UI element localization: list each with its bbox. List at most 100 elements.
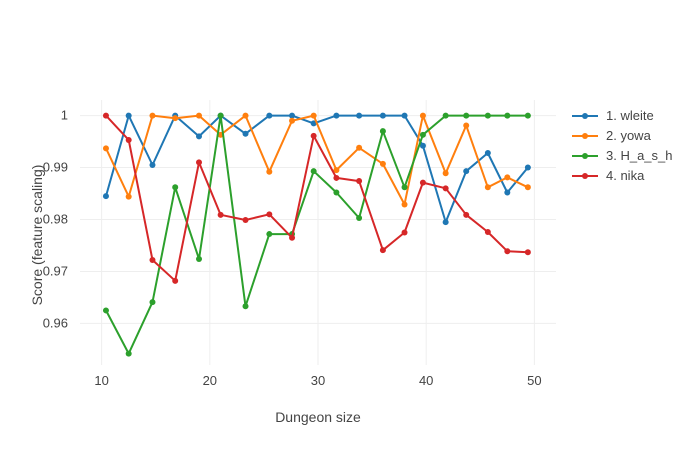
data-point — [463, 211, 470, 218]
series-layer — [102, 112, 531, 357]
data-point — [172, 115, 179, 122]
data-point — [102, 145, 109, 152]
y-tick-label: 0.97 — [43, 263, 68, 278]
data-point — [524, 249, 531, 256]
y-tick-label: 0.99 — [43, 160, 68, 175]
data-point — [379, 128, 386, 135]
data-point — [149, 257, 156, 264]
y-axis-title: Score (feature scaling) — [29, 165, 45, 306]
data-point — [266, 231, 273, 238]
data-point — [333, 174, 340, 181]
legend-label: 3. H_a_s_h — [606, 148, 673, 163]
data-point — [524, 164, 531, 171]
data-point — [149, 161, 156, 168]
data-point — [484, 228, 491, 235]
legend-label: 1. wleite — [606, 108, 654, 123]
data-point — [172, 184, 179, 191]
data-point — [310, 132, 317, 139]
data-point — [289, 112, 296, 119]
data-point — [401, 201, 408, 208]
legend[interactable]: 1. wleite 2. yowa 3. H_a_s_h 4. nika — [572, 108, 673, 183]
legend-swatch-marker — [582, 133, 588, 139]
series-4 — [102, 112, 531, 284]
data-point — [172, 277, 179, 284]
legend-item[interactable]: 3. H_a_s_h — [572, 148, 673, 163]
data-point — [463, 168, 470, 175]
legend-swatch-marker — [582, 173, 588, 179]
data-point — [289, 234, 296, 241]
data-point — [442, 219, 449, 226]
data-point — [242, 303, 249, 310]
legend-item[interactable]: 4. nika — [572, 168, 645, 183]
data-point — [442, 185, 449, 192]
data-point — [419, 131, 426, 138]
data-point — [504, 174, 511, 181]
data-point — [196, 112, 202, 119]
data-point — [196, 133, 202, 140]
series-line — [105, 114, 529, 206]
data-point — [504, 248, 511, 255]
data-point — [310, 112, 317, 119]
series-line — [105, 114, 529, 224]
data-point — [419, 179, 426, 186]
legend-label: 2. yowa — [606, 128, 652, 143]
x-tick-label: 40 — [419, 373, 433, 388]
y-tick-label: 1 — [61, 108, 68, 123]
data-point — [419, 142, 426, 149]
series-2 — [102, 112, 531, 208]
data-point — [125, 193, 132, 200]
legend-swatch-marker — [582, 113, 588, 119]
data-point — [356, 144, 363, 151]
x-axis-title: Dungeon size — [275, 409, 361, 425]
data-point — [125, 137, 132, 144]
data-point — [401, 112, 408, 119]
x-tick-labels: 10 20 30 40 50 — [94, 373, 541, 388]
data-point — [524, 112, 531, 119]
data-point — [242, 217, 249, 224]
data-point — [484, 184, 491, 191]
data-point — [379, 247, 386, 254]
series-1 — [102, 112, 531, 226]
data-point — [217, 112, 224, 119]
data-point — [125, 112, 132, 119]
data-point — [484, 150, 491, 156]
data-point — [484, 112, 491, 119]
data-point — [333, 189, 340, 196]
data-point — [149, 112, 156, 119]
data-point — [379, 112, 386, 119]
data-point — [102, 112, 109, 119]
y-tick-label: 0.96 — [43, 315, 68, 330]
data-point — [266, 168, 273, 175]
data-point — [242, 130, 249, 137]
legend-item[interactable]: 2. yowa — [572, 128, 652, 143]
data-point — [463, 112, 470, 119]
series-line — [105, 114, 528, 355]
data-point — [356, 214, 363, 221]
data-point — [333, 112, 340, 119]
data-point — [442, 112, 449, 119]
data-point — [196, 256, 202, 262]
data-point — [217, 211, 224, 218]
data-point — [102, 193, 109, 200]
legend-label: 4. nika — [606, 168, 645, 183]
x-tick-label: 30 — [311, 373, 325, 388]
data-point — [289, 117, 296, 124]
data-point — [442, 170, 449, 177]
data-point — [401, 229, 408, 236]
legend-item[interactable]: 1. wleite — [572, 108, 654, 123]
x-tick-label: 10 — [94, 373, 108, 388]
data-point — [125, 350, 132, 357]
x-tick-label: 50 — [527, 373, 541, 388]
data-point — [356, 178, 363, 185]
data-point — [463, 122, 470, 129]
data-point — [401, 184, 408, 191]
data-point — [310, 168, 317, 175]
legend-swatch-marker — [582, 153, 588, 159]
data-point — [266, 211, 273, 218]
series-3 — [102, 112, 531, 357]
x-tick-label: 20 — [203, 373, 217, 388]
data-point — [310, 120, 317, 127]
data-point — [504, 189, 511, 196]
